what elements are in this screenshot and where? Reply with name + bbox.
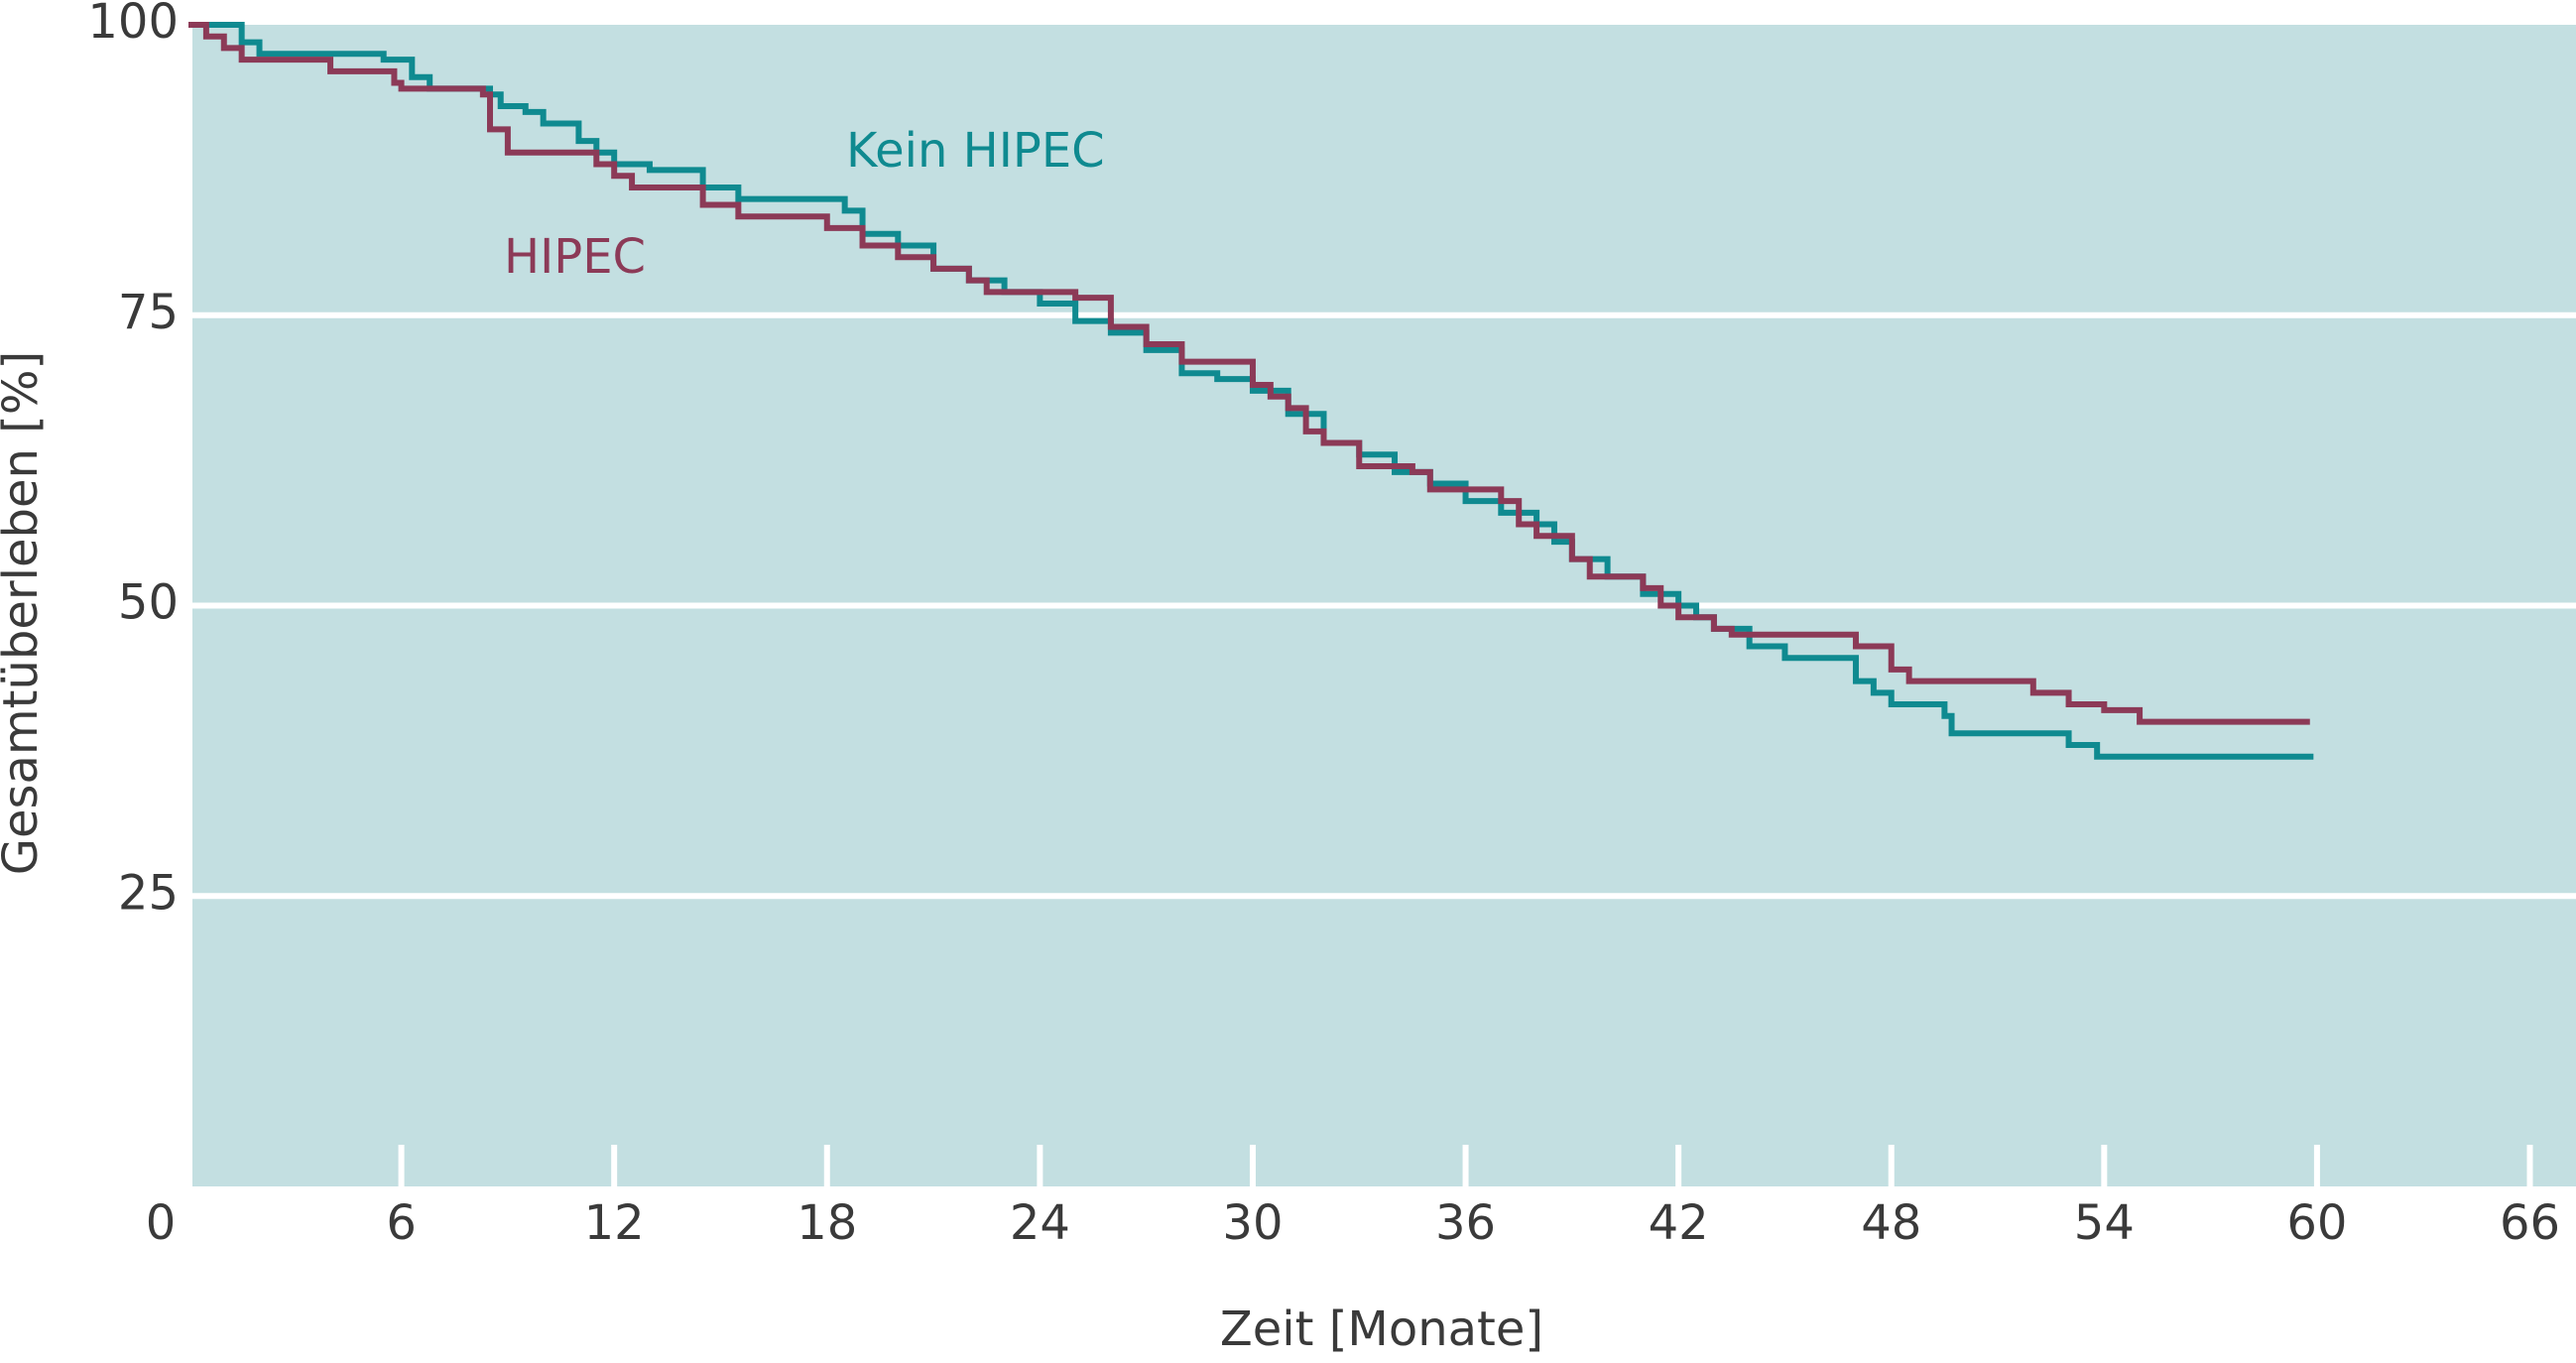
x-tick-label: 30 <box>1222 1195 1283 1251</box>
y-axis-title: Gesamtüberleben [%] <box>0 351 49 876</box>
x-tick-label: 18 <box>797 1195 857 1251</box>
y-tick-label: 100 <box>87 0 179 50</box>
y-tick-label: 75 <box>118 285 179 340</box>
x-tick-label: 0 <box>146 1195 177 1251</box>
series-label: Kein HIPEC <box>846 123 1105 179</box>
y-tick-label: 25 <box>118 865 179 921</box>
x-tick-label: 48 <box>1861 1195 1921 1251</box>
x-tick-label: 66 <box>2500 1195 2560 1251</box>
x-tick-label: 36 <box>1435 1195 1496 1251</box>
x-axis-title: Zeit [Monate] <box>1220 1301 1543 1357</box>
series-label: HIPEC <box>504 229 646 285</box>
x-tick-label: 42 <box>1649 1195 1709 1251</box>
x-tick-label: 60 <box>2286 1195 2347 1251</box>
x-tick-label: 12 <box>584 1195 645 1251</box>
x-tick-label: 24 <box>1010 1195 1070 1251</box>
y-tick-label: 50 <box>118 575 179 631</box>
x-tick-label: 6 <box>386 1195 417 1251</box>
survival-line <box>188 22 2310 725</box>
x-tick-label: 54 <box>2074 1195 2135 1251</box>
